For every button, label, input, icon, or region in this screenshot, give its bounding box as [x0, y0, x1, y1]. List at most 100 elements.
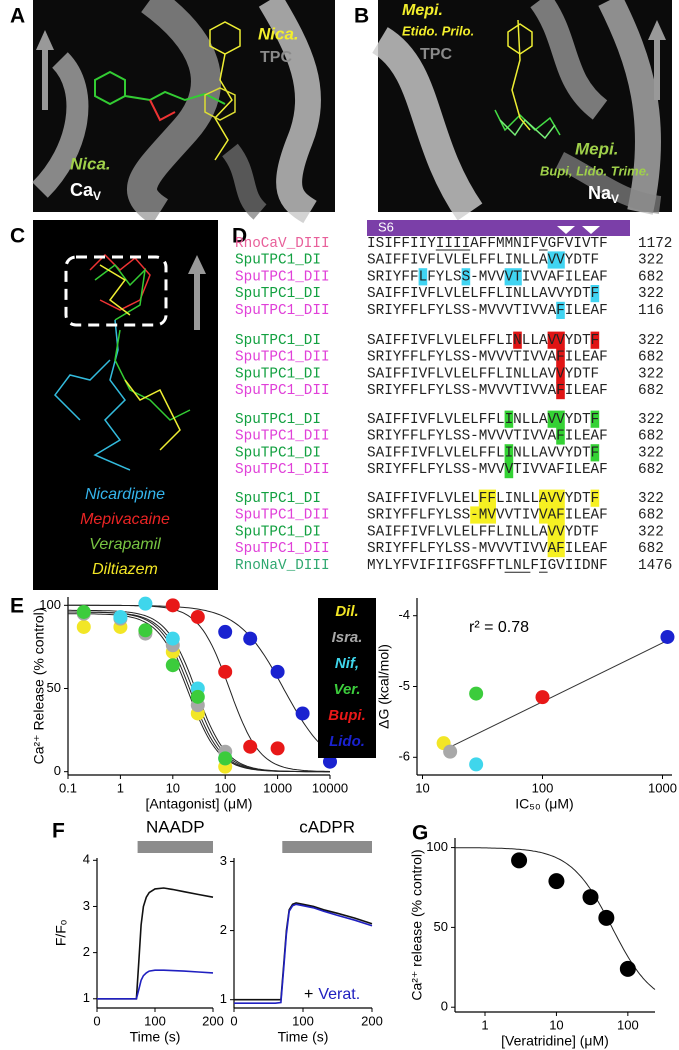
sequence-position: 682 — [638, 383, 664, 399]
y-tick-label: 50 — [434, 919, 448, 934]
y-tick-label: 3 — [220, 853, 227, 868]
fit-curve — [68, 604, 331, 753]
y-axis-label: F/Fₒ — [53, 920, 69, 946]
ligand-label: Mepi. — [402, 2, 443, 19]
ligand-label: Mepi. — [575, 139, 618, 158]
sequence-position: 682 — [638, 508, 664, 524]
stimulus-bar — [137, 841, 213, 853]
sequence: SAIFFIVFLVLELFFLINLLAVVYDTF — [367, 491, 599, 507]
sequence-position: 1172 — [638, 236, 672, 252]
y-tick-label: 50 — [47, 680, 61, 695]
sequence-position: 322 — [638, 491, 664, 507]
legend-label: Nif, — [335, 655, 359, 672]
sequence: MYLYFVIFIIFGSFFTLNLFIGVIIDNF — [367, 558, 608, 574]
x-tick-label: 100 — [214, 780, 236, 795]
data-point — [535, 690, 550, 705]
residue-highlight — [556, 427, 565, 445]
x-tick-label: 10000 — [312, 780, 348, 795]
x-tick-label: 10 — [549, 1017, 563, 1032]
data-point — [598, 909, 615, 926]
x-tick-label: 1000 — [648, 780, 677, 795]
residue-highlight — [478, 489, 496, 507]
x-tick-label: 200 — [361, 1013, 383, 1028]
data-point — [138, 623, 153, 638]
residue-highlight — [504, 461, 514, 479]
tpc-label: TPC — [420, 46, 452, 63]
sequence-name: RnoNaV_DIII — [235, 558, 330, 574]
data-point — [165, 598, 180, 613]
data-point — [243, 631, 258, 646]
y-axis-label: Ca²⁺ Release (% control) — [31, 608, 47, 765]
chart: 10 100 1000 -4 -5 -6 IC₅₀ (μM) ΔG (kcal/mol) r² … — [376, 598, 677, 812]
trace — [97, 969, 214, 1000]
residue-highlight — [539, 489, 565, 507]
x-tick-label: 0.1 — [59, 780, 77, 795]
sequence-position: 322 — [638, 366, 664, 382]
data-point — [218, 664, 233, 679]
legend-box — [318, 598, 376, 758]
annotation: r² = 0.78 — [469, 619, 529, 636]
x-tick-label: 100 — [532, 780, 554, 795]
sequence: SAIFFIVFLVLELFFLINLLAVVYDTF — [367, 366, 599, 382]
sequence: ISIFFIIYIIIIAFFMMNIFVGFVIVTF — [367, 236, 608, 252]
sequence-name: SpuTPC1_DI — [235, 366, 321, 382]
sequence-position: 322 — [638, 445, 664, 461]
sequence-position: 322 — [638, 524, 664, 540]
x-axis-label: IC₅₀ (μM) — [515, 796, 573, 812]
data-point — [295, 706, 310, 721]
legend-label: Dil. — [335, 603, 358, 620]
panel-c-image — [33, 220, 218, 590]
trace — [234, 902, 373, 1001]
sequence: SAIFFIVFLVLELFFLINLLAVVYDTF — [367, 286, 599, 302]
sequence-position: 322 — [638, 253, 664, 269]
x-tick-label: 10 — [166, 780, 180, 795]
sequence-position: 682 — [638, 350, 664, 366]
ligand-label: Nica. — [70, 154, 111, 173]
data-point — [218, 751, 233, 766]
sequence: SRIYFFLFYLSS-MVVVTIVVAFILEAF — [367, 508, 608, 524]
sequence-position: 682 — [638, 541, 664, 557]
legend-label: Lido. — [329, 733, 365, 750]
legend-label: Nicardipine — [85, 486, 165, 503]
data-point — [660, 629, 675, 644]
data-point — [165, 631, 180, 646]
sequence-name: SpuTPC1_DI — [235, 412, 321, 428]
sequence: SRIYFFLFYLSS-MVVVTIVVAFILEAF — [367, 269, 608, 285]
data-point — [548, 873, 565, 890]
sequence-name: SpuTPC1_DII — [235, 541, 330, 557]
y-tick-label: 4 — [83, 852, 90, 867]
legend-label: Ver. — [334, 681, 361, 698]
sequence-name: SpuTPC1_DII — [235, 269, 330, 285]
annotation-prefix: + — [304, 986, 313, 1003]
residue-highlight — [556, 365, 565, 383]
x-axis-label: [Antagonist] (μM) — [146, 796, 253, 812]
y-axis-label: ΔG (kcal/mol) — [376, 644, 392, 729]
trace — [97, 887, 214, 1000]
sequence-name: SpuTPC1_DII — [235, 429, 330, 445]
sequence-position: 116 — [638, 303, 664, 319]
data-point — [190, 609, 205, 624]
x-tick-label: 100 — [144, 1013, 166, 1028]
sequence-name: SpuTPC1_DII — [235, 383, 330, 399]
sequence-position: 322 — [638, 412, 664, 428]
sequence-name: SpuTPC1_DI — [235, 286, 321, 302]
legend-label: Diltiazem — [92, 561, 158, 578]
sequence: SAIFFIVFLVLELFFLINLLAVVYDTF — [367, 253, 599, 269]
sequence-position: 1476 — [638, 558, 672, 574]
residue-highlight — [513, 331, 522, 349]
x-tick-label: 1 — [117, 780, 124, 795]
sequence-position: 682 — [638, 462, 664, 478]
data-point — [138, 596, 153, 611]
sequence: SAIFFIVFLVLELFFLINLLAVVYDTF — [367, 412, 599, 428]
chart: 1 10 100 0 50 100 [Veratridine] (μM) Ca²⁺ relea… — [409, 838, 656, 1049]
x-tick-label: 100 — [292, 1013, 314, 1028]
residue-highlight — [556, 382, 565, 400]
fit-curve — [455, 847, 656, 990]
segment-label: S6 — [378, 219, 394, 234]
legend-label: Mepivacaine — [80, 511, 170, 528]
residue-highlight — [547, 540, 565, 558]
panel-a-image — [31, 0, 335, 225]
data-point — [619, 960, 636, 977]
panel-label: A — [10, 5, 25, 28]
